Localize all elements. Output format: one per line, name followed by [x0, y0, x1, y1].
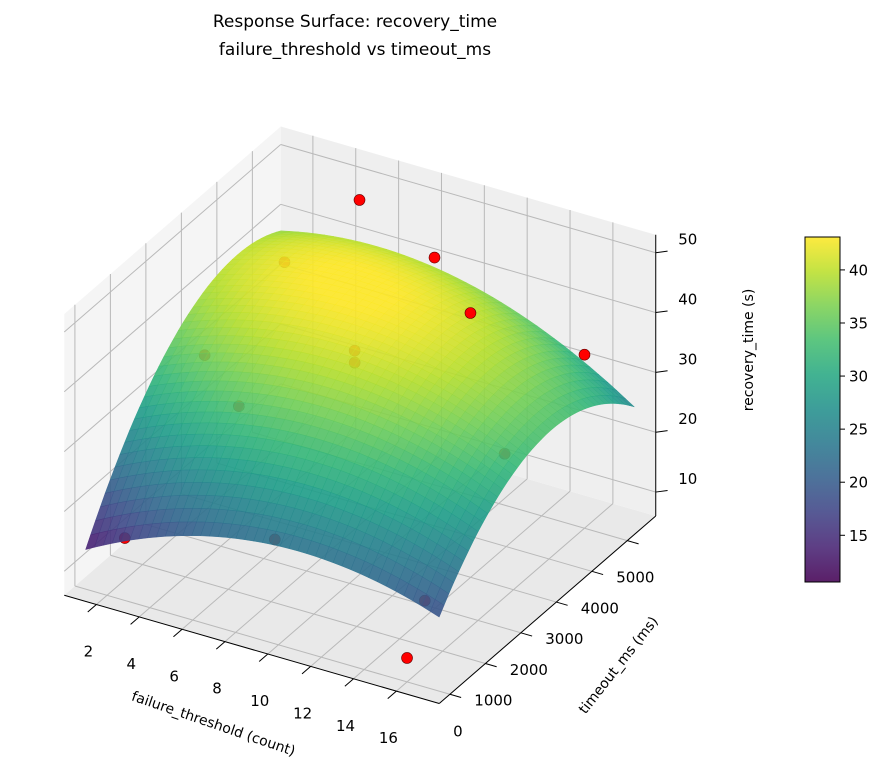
x-tick: [130, 616, 140, 625]
x-axis-label: failure_threshold (count): [129, 689, 297, 760]
x-tick-label: 6: [169, 667, 179, 685]
x-tick-label: 12: [293, 704, 312, 722]
colorbar-bar: [804, 236, 841, 583]
data-point: [578, 348, 591, 361]
surface-facet: [430, 599, 445, 618]
z-tick: [655, 430, 668, 433]
data-point: [464, 307, 477, 319]
y-tick-label: 5000: [616, 569, 654, 587]
colorbar-tick-label: 30: [849, 368, 868, 386]
x-tick: [344, 678, 354, 687]
chart-subtitle: failure_threshold vs timeout_ms: [218, 40, 492, 60]
data-point: [428, 251, 441, 264]
data-point: [401, 652, 413, 664]
axes-lines: [64, 234, 668, 704]
z-tick: [655, 310, 668, 314]
x-tick-label: 2: [84, 643, 94, 661]
y-tick: [485, 663, 497, 668]
x-tick: [301, 666, 312, 675]
y-tick-label: 2000: [510, 661, 548, 679]
x-tick: [87, 604, 97, 613]
y-tick: [449, 693, 462, 698]
z-tick-label: 20: [678, 410, 697, 428]
z-axis-label: recovery_time (s): [741, 289, 757, 412]
x-tick-label: 10: [250, 692, 269, 710]
chart-title: Response Surface: recovery_time: [212, 12, 498, 32]
x-axis-line: [64, 594, 440, 704]
z-tick: [655, 370, 668, 373]
z-tick: [655, 489, 668, 493]
y-gridline: [74, 585, 451, 695]
colorbar-tick-label: 20: [849, 474, 868, 492]
y-gridline: [145, 524, 522, 634]
y-gridline: [110, 554, 486, 665]
data-point: [353, 194, 366, 206]
y-tick-label: 3000: [545, 630, 583, 648]
z-gridline: [63, 144, 282, 333]
plot-marks: [85, 194, 635, 664]
x-tick-label: 16: [379, 729, 398, 747]
x-tick-label: 14: [336, 717, 355, 735]
y-tick: [520, 632, 533, 637]
x-tick: [387, 690, 397, 699]
colorbar-tick-label: 15: [849, 527, 868, 545]
x-gridline: [396, 503, 614, 692]
colorbar-tick-label: 35: [849, 314, 868, 332]
z-gridline: [63, 203, 282, 393]
z-tick: [655, 250, 668, 254]
x-tick-label: 8: [212, 680, 222, 698]
z-gridline: [280, 203, 656, 314]
y-axis-label: timeout_ms (ms): [576, 614, 662, 717]
y-tick: [627, 540, 639, 545]
z-tick-label: 30: [678, 350, 697, 368]
z-tick-label: 10: [678, 470, 697, 488]
tick-labels: 2 4 6 8 10 12 14 16 0 1000 2000 3000 4000 5000 10 20 30 4…: [84, 231, 698, 747]
x-tick: [258, 653, 269, 662]
colorbar: 15 20 25 30 35 40: [804, 236, 868, 583]
y-tick: [556, 601, 568, 606]
z-tick-label: 40: [678, 291, 697, 309]
x-tick-label: 4: [126, 655, 136, 673]
y-tick-label: 0: [453, 722, 463, 740]
y-tick-label: 1000: [474, 692, 512, 710]
z-tick-label: 50: [678, 231, 697, 249]
colorbar-tick-label: 40: [849, 261, 868, 279]
x-tick: [173, 628, 183, 638]
x-gridline: [353, 490, 571, 680]
y-tick-label: 4000: [581, 599, 619, 617]
x-tick: [215, 641, 226, 650]
z-gridline: [280, 143, 656, 254]
colorbar-tick-label: 25: [849, 421, 868, 439]
y-tick: [591, 570, 604, 576]
y-axis-line: [438, 515, 657, 704]
